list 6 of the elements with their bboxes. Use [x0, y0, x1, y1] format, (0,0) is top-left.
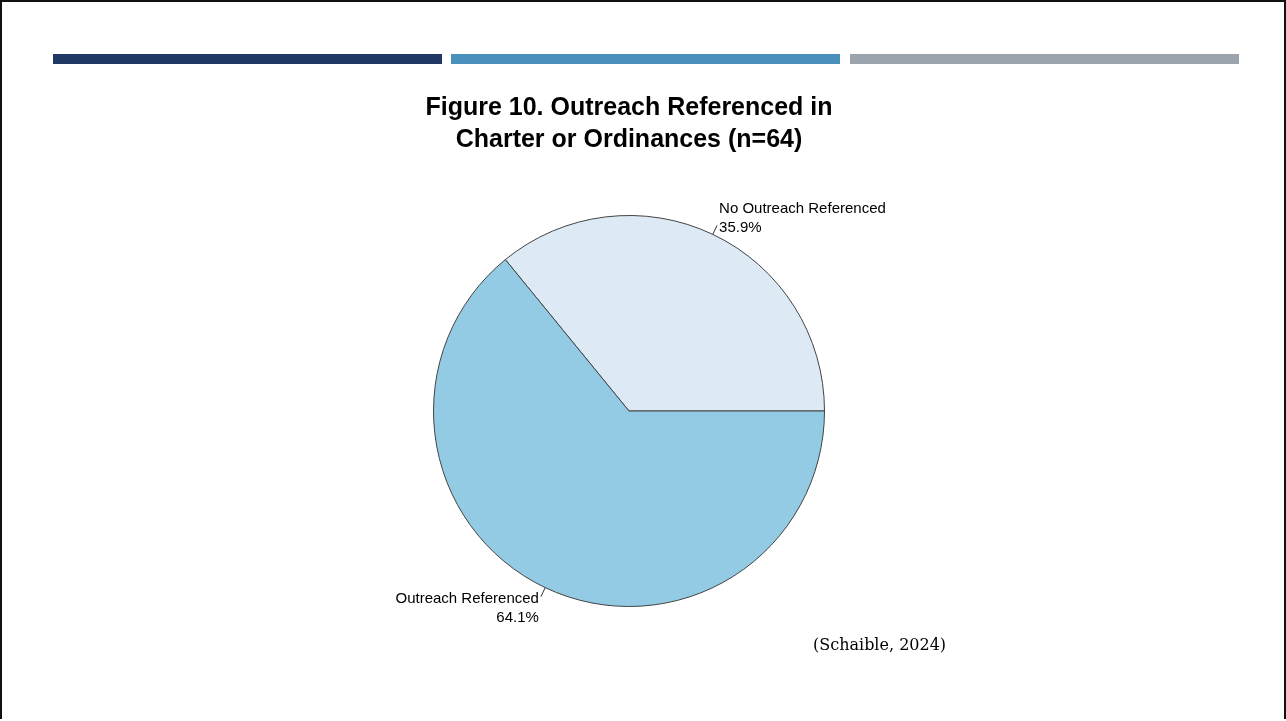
slice-label: Outreach Referenced — [395, 588, 539, 606]
data-label: 64.1% — [496, 607, 539, 625]
text: (Schaible, 2024) — [813, 635, 947, 654]
chart-title: Figure 10. Outreach Referenced in Charter or Ordinances (n=64) — [424, 91, 834, 154]
data-label: 35.9% — [719, 218, 762, 236]
slice-label: No Outreach Referenced — [719, 199, 886, 217]
